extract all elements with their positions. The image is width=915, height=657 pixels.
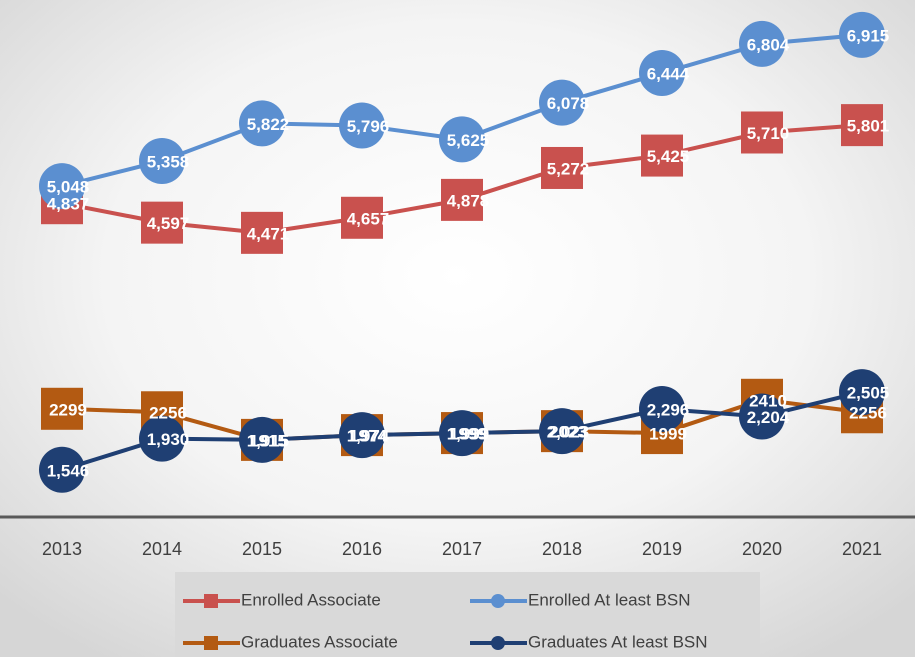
marker — [539, 408, 585, 455]
legend-swatch — [491, 594, 505, 608]
legend-swatch — [204, 594, 218, 608]
data-label: 5,625 — [447, 131, 490, 150]
marker — [41, 387, 83, 430]
data-label: 1,915 — [247, 431, 290, 450]
data-label: 6,444 — [647, 65, 690, 84]
x-tick-label: 2018 — [542, 539, 582, 559]
marker — [239, 100, 285, 147]
data-label: 1999 — [649, 425, 687, 444]
marker — [339, 412, 385, 459]
data-label: 1915 — [249, 431, 287, 450]
marker — [639, 386, 685, 433]
legend-label: Enrolled At least BSN — [528, 590, 691, 609]
marker — [641, 134, 683, 177]
x-tick-label: 2019 — [642, 539, 682, 559]
data-label: 2,296 — [647, 401, 690, 420]
legend-label: Enrolled Associate — [241, 590, 381, 609]
marker — [239, 416, 285, 463]
marker — [339, 102, 385, 149]
x-tick-label: 2021 — [842, 539, 882, 559]
data-label: 2,204 — [747, 408, 790, 427]
data-label: 5,048 — [47, 178, 90, 197]
data-label: 1,930 — [147, 430, 190, 449]
marker — [39, 446, 85, 493]
data-label: 4,597 — [147, 214, 190, 233]
x-tick-label: 2015 — [242, 539, 282, 559]
marker — [441, 178, 483, 221]
marker — [839, 369, 885, 416]
data-label: 2023 — [549, 423, 587, 442]
marker — [439, 410, 485, 457]
data-label: 1,546 — [47, 461, 90, 480]
legend — [175, 572, 760, 657]
legend-label: Graduates At least BSN — [528, 632, 708, 651]
data-label: 6,804 — [747, 35, 790, 54]
data-label: 2,505 — [847, 384, 890, 403]
marker — [839, 11, 885, 58]
data-label: 2,023 — [547, 423, 590, 442]
x-tick-label: 2013 — [42, 539, 82, 559]
marker — [439, 116, 485, 163]
data-label: 5,358 — [147, 152, 190, 171]
x-tick-label: 2020 — [742, 539, 782, 559]
data-label: 5,822 — [247, 115, 290, 134]
marker — [539, 79, 585, 126]
data-label: 1974 — [349, 427, 387, 446]
marker — [139, 415, 185, 462]
data-label: 1,974 — [347, 427, 390, 446]
data-label: 5,272 — [547, 159, 590, 178]
data-label: 5,710 — [747, 124, 790, 143]
data-label: 1,999 — [447, 425, 490, 444]
marker — [39, 163, 85, 210]
data-label: 2299 — [49, 400, 87, 419]
marker — [541, 146, 583, 189]
data-label: 5,425 — [647, 147, 690, 166]
data-label: 4,878 — [447, 191, 490, 210]
data-label: 2256 — [849, 404, 887, 423]
marker — [841, 104, 883, 147]
data-label: 6,078 — [547, 94, 590, 113]
x-tick-label: 2017 — [442, 539, 482, 559]
marker — [341, 196, 383, 239]
marker — [739, 20, 785, 67]
x-tick-label: 2016 — [342, 539, 382, 559]
legend-label: Graduates Associate — [241, 632, 398, 651]
legend-swatch — [204, 636, 218, 650]
data-label: 4,471 — [247, 224, 290, 243]
data-label: 6,915 — [847, 26, 890, 45]
legend-swatch — [491, 636, 505, 650]
data-label: 1999 — [449, 425, 487, 444]
data-label: 5,796 — [347, 117, 390, 136]
data-label: 4,837 — [47, 195, 90, 214]
marker — [139, 138, 185, 185]
marker — [639, 50, 685, 97]
data-label: 2410 — [749, 391, 787, 410]
marker — [741, 111, 783, 154]
marker — [739, 393, 785, 440]
marker — [141, 201, 183, 244]
data-label: 4,657 — [347, 209, 390, 228]
data-label: 2256 — [149, 404, 187, 423]
data-label: 5,801 — [847, 117, 890, 136]
x-tick-label: 2014 — [142, 539, 182, 559]
marker — [241, 211, 283, 254]
